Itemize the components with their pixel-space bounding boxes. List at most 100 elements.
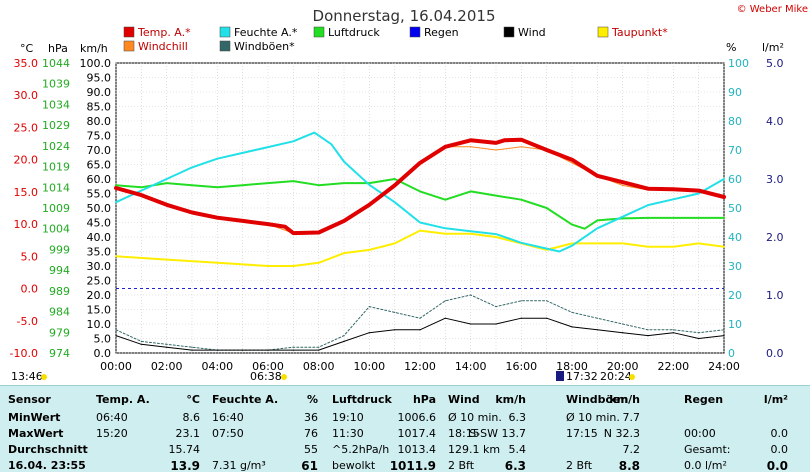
data-point bbox=[596, 175, 598, 177]
data-point bbox=[622, 242, 624, 244]
wind-tick-label: 55.0 bbox=[87, 188, 112, 201]
data-point bbox=[647, 329, 649, 331]
summary-header: Sensor bbox=[8, 393, 51, 406]
summary-cell: 2 Bft bbox=[566, 459, 593, 472]
data-point bbox=[520, 139, 522, 141]
data-point bbox=[495, 195, 497, 197]
data-point bbox=[343, 220, 345, 222]
summary-cell: 8.6 bbox=[182, 411, 201, 424]
data-point bbox=[191, 184, 193, 186]
data-point bbox=[520, 317, 522, 319]
summary-cell: 7.7 bbox=[622, 411, 641, 424]
temp-tick-label: 35.0 bbox=[14, 57, 39, 70]
summary-cell: 0.0 bbox=[770, 443, 789, 456]
hum-tick-label: 40 bbox=[728, 231, 742, 244]
data-point bbox=[622, 216, 624, 218]
data-point bbox=[140, 186, 142, 188]
rain-unit-label: l/m² bbox=[762, 41, 784, 54]
wind-tick-label: 60.0 bbox=[87, 173, 112, 186]
temp-tick-label: -5.0 bbox=[17, 315, 38, 328]
data-point bbox=[166, 182, 168, 184]
data-point bbox=[647, 188, 649, 190]
data-point bbox=[115, 329, 117, 331]
temp-tick-label: 25.0 bbox=[14, 121, 39, 134]
data-point bbox=[419, 190, 421, 192]
time-tick-label: 24:00 bbox=[708, 360, 740, 373]
temp-tick-label: 30.0 bbox=[14, 89, 39, 102]
data-point bbox=[284, 226, 286, 228]
wind-tick-label: 20.0 bbox=[87, 289, 112, 302]
summary-row-label: MinWert bbox=[8, 411, 61, 424]
data-point bbox=[520, 242, 522, 244]
press-tick-label: 1009 bbox=[42, 202, 70, 215]
hum-tick-label: 100 bbox=[728, 57, 749, 70]
chart-title: Donnerstag, 16.04.2015 bbox=[313, 7, 496, 25]
summary-cell: 1017.4 bbox=[397, 427, 437, 440]
data-point bbox=[622, 184, 624, 186]
series-lines bbox=[114, 131, 726, 351]
wind-tick-label: 50.0 bbox=[87, 202, 112, 215]
data-point bbox=[571, 159, 573, 161]
summary-cell: 129.1 km bbox=[448, 443, 501, 456]
summary-cell: 6.3 bbox=[508, 411, 527, 424]
hum-tick-label: 30 bbox=[728, 260, 742, 273]
press-tick-label: 1014 bbox=[42, 181, 70, 194]
data-point bbox=[622, 217, 624, 219]
rain-tick-label: 4.0 bbox=[766, 115, 784, 128]
summary-cell: 61 bbox=[301, 459, 318, 473]
data-point bbox=[343, 335, 345, 337]
moon-icon bbox=[41, 374, 47, 380]
data-point bbox=[495, 306, 497, 308]
time-tick-label: 00:00 bbox=[100, 360, 132, 373]
hum-tick-label: 20 bbox=[728, 289, 742, 302]
data-point bbox=[267, 265, 269, 267]
data-point bbox=[444, 146, 446, 148]
data-point bbox=[216, 262, 218, 264]
press-tick-label: 1044 bbox=[42, 57, 70, 70]
data-point bbox=[394, 329, 396, 331]
press-tick-label: 994 bbox=[49, 264, 70, 277]
summary-cell: 17:15 bbox=[566, 427, 598, 440]
grid bbox=[115, 62, 725, 354]
data-point bbox=[698, 332, 700, 334]
wind-tick-label: 40.0 bbox=[87, 231, 112, 244]
wind-tick-label: 70.0 bbox=[87, 144, 112, 157]
time-tick-label: 06:00 bbox=[252, 360, 284, 373]
legend-label: Luftdruck bbox=[328, 26, 380, 39]
data-point bbox=[444, 300, 446, 302]
data-point bbox=[368, 306, 370, 308]
data-point bbox=[191, 349, 193, 351]
data-point bbox=[571, 245, 573, 247]
data-point bbox=[503, 139, 505, 141]
data-point bbox=[318, 184, 320, 186]
data-point bbox=[216, 217, 218, 219]
wind-tick-label: 10.0 bbox=[87, 318, 112, 331]
data-point bbox=[343, 161, 345, 163]
summary-cell: 76 bbox=[304, 427, 318, 440]
summary-cell: 19:10 bbox=[332, 411, 364, 424]
data-point bbox=[546, 317, 548, 319]
data-point bbox=[292, 265, 294, 267]
summary-header: °C bbox=[186, 393, 200, 406]
data-point bbox=[596, 329, 598, 331]
data-point bbox=[191, 166, 193, 168]
data-point bbox=[698, 190, 700, 192]
legend-swatch bbox=[123, 40, 135, 52]
data-point bbox=[343, 252, 345, 254]
summary-cell: S-SW 13.7 bbox=[469, 427, 526, 440]
data-point bbox=[216, 349, 218, 351]
wind-tick-label: 30.0 bbox=[87, 260, 112, 273]
data-point bbox=[419, 329, 421, 331]
data-point bbox=[140, 194, 142, 196]
time-tick-label: 18:00 bbox=[556, 360, 588, 373]
summary-cell: bewolkt bbox=[332, 459, 376, 472]
noon-time: 17:32 bbox=[566, 370, 598, 383]
summary-row-label: Durchschnitt bbox=[8, 443, 88, 456]
time-tick-label: 22:00 bbox=[657, 360, 689, 373]
data-point bbox=[546, 149, 548, 151]
data-point bbox=[115, 255, 117, 257]
temp-tick-label: -10.0 bbox=[10, 347, 38, 360]
summary-cell: ^5.2hPa/h bbox=[332, 443, 390, 456]
summary-cell: 16:40 bbox=[212, 411, 244, 424]
data-point bbox=[698, 217, 700, 219]
